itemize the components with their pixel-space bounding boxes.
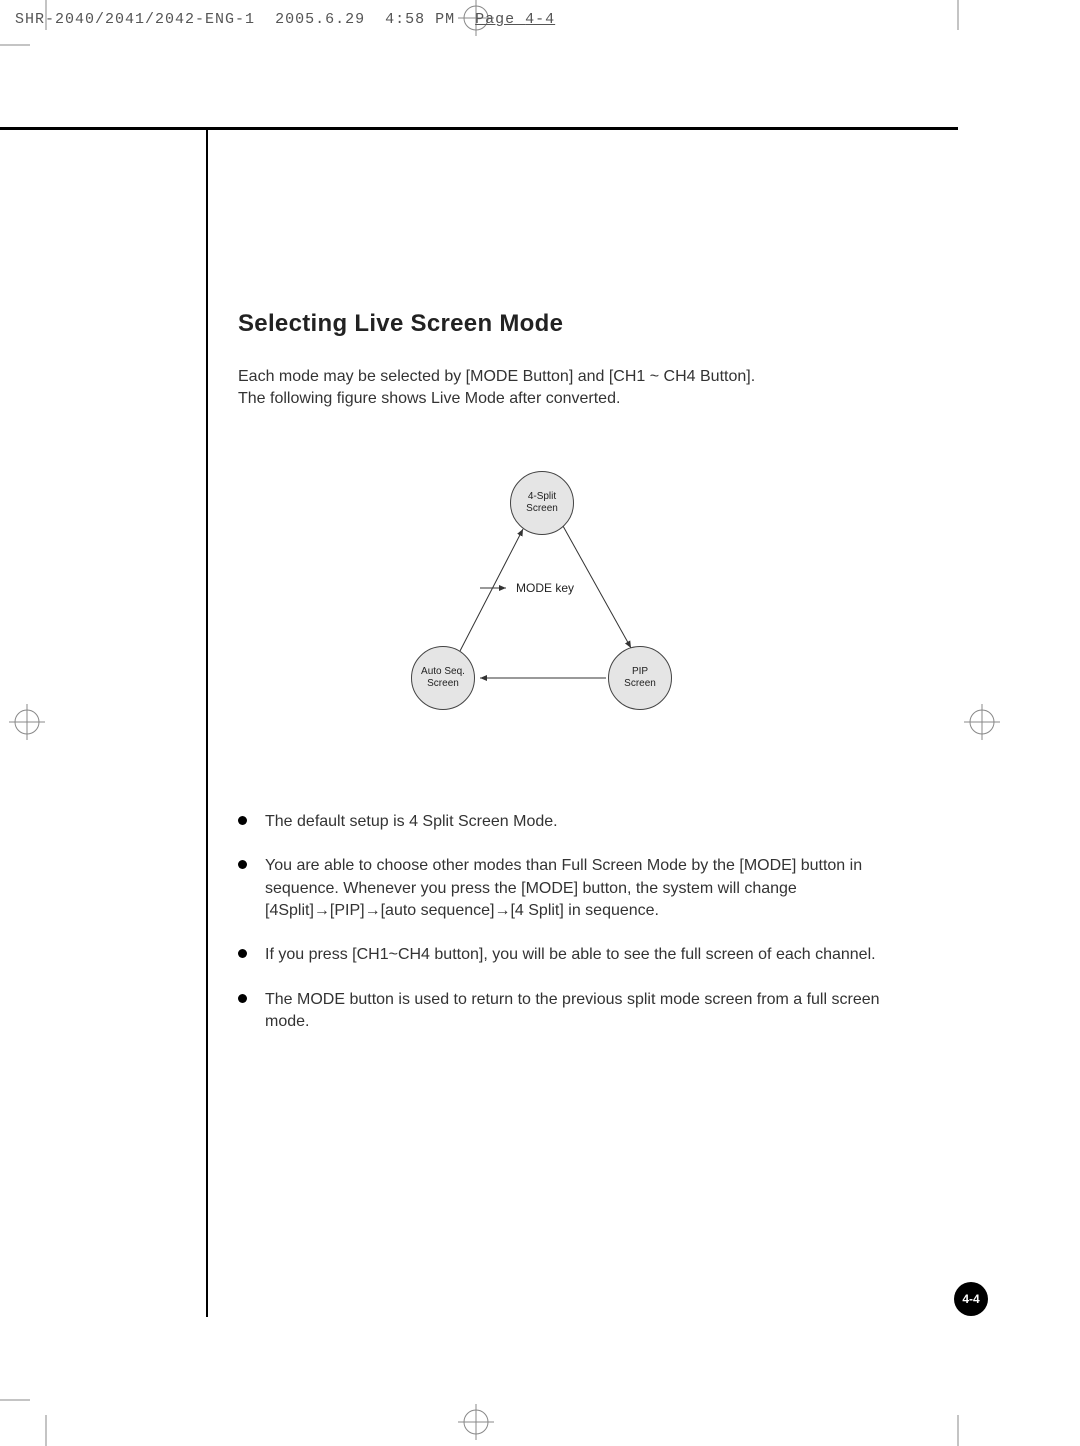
list-item: If you press [CH1~CH4 button], you will … bbox=[238, 944, 898, 966]
header-filename: SHR-2040/2041/2042-ENG-1 bbox=[15, 11, 255, 28]
list-item: You are able to choose other modes than … bbox=[238, 855, 898, 922]
bullet-text: If you press [CH1~CH4 button], you will … bbox=[265, 944, 876, 966]
print-header: SHR-2040/2041/2042-ENG-1 2005.6.29 4:58 … bbox=[15, 11, 555, 28]
intro-text: Each mode may be selected by [MODE Butto… bbox=[238, 366, 898, 411]
list-item: The default setup is 4 Split Screen Mode… bbox=[238, 811, 898, 833]
node-pip: PIP Screen bbox=[608, 646, 672, 710]
node-4split-l1: 4-Split bbox=[528, 491, 556, 502]
node-4split: 4-Split Screen bbox=[510, 471, 574, 535]
header-page-prefix: Page bbox=[475, 11, 525, 28]
page-content: Selecting Live Screen Mode Each mode may… bbox=[238, 310, 898, 1056]
node-4split-l2: Screen bbox=[526, 503, 558, 514]
bullet-icon bbox=[238, 949, 247, 958]
mode-key-label: MODE key bbox=[516, 581, 574, 595]
header-date: 2005.6.29 bbox=[275, 11, 365, 28]
bullet-text: You are able to choose other modes than … bbox=[265, 855, 898, 922]
intro-line1: Each mode may be selected by [MODE Butto… bbox=[238, 366, 898, 388]
bullet-icon bbox=[238, 860, 247, 869]
intro-line2: The following figure shows Live Mode aft… bbox=[238, 388, 898, 410]
bullet-icon bbox=[238, 994, 247, 1003]
section-heading: Selecting Live Screen Mode bbox=[238, 310, 898, 338]
bullet-list: The default setup is 4 Split Screen Mode… bbox=[238, 811, 898, 1034]
bullet-text: The MODE button is used to return to the… bbox=[265, 989, 898, 1034]
bullet-icon bbox=[238, 816, 247, 825]
node-pip-l1: PIP bbox=[632, 666, 648, 677]
node-autoseq-l2: Screen bbox=[427, 678, 459, 689]
node-autoseq: Auto Seq. Screen bbox=[411, 646, 475, 710]
node-autoseq-l1: Auto Seq. bbox=[421, 666, 465, 677]
vertical-rule bbox=[206, 127, 208, 1317]
page-number-badge: 4-4 bbox=[954, 1282, 988, 1316]
bullet-text: The default setup is 4 Split Screen Mode… bbox=[265, 811, 558, 833]
header-time: 4:58 PM bbox=[385, 11, 455, 28]
list-item: The MODE button is used to return to the… bbox=[238, 989, 898, 1034]
top-divider bbox=[0, 127, 958, 130]
mode-diagram: 4-Split Screen Auto Seq. Screen PIP Scre… bbox=[238, 471, 898, 751]
header-page-num: 4-4 bbox=[525, 11, 555, 28]
node-pip-l2: Screen bbox=[624, 678, 656, 689]
